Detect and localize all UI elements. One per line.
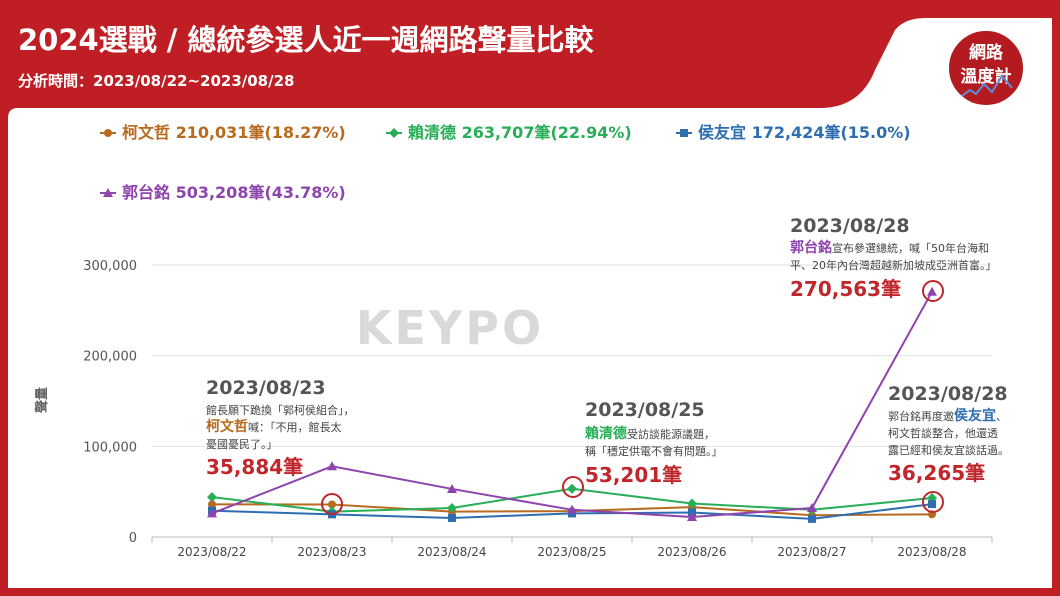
annotation-date: 2023/08/28 xyxy=(790,215,910,237)
brand-logo: 網路 溫度計 xyxy=(947,29,1025,107)
highlight-ring xyxy=(922,280,944,302)
annotation-text: 館長願下跪換「郭柯侯組合」， xyxy=(206,403,355,417)
data-point-ko xyxy=(208,500,216,509)
data-point-hou xyxy=(808,514,816,523)
data-point-hou xyxy=(448,513,456,522)
annotation-text-segment: 喊：「不用，館長太 xyxy=(248,420,342,434)
annotation-text: 平、20年內台灣超越新加坡成亞洲首富。」 xyxy=(790,258,997,272)
y-tick-label: 200,000 xyxy=(83,350,137,365)
annotation-text-segment: 柯文哲談整合，他還透 xyxy=(888,426,998,440)
chart-panel xyxy=(8,18,1052,588)
y-tick-label: 100,000 xyxy=(83,440,137,455)
annotation-name: 柯文哲 xyxy=(206,418,248,435)
annotation-text-segment: 稱「穩定供電不會有問題。」 xyxy=(585,444,723,458)
data-point-ko xyxy=(328,500,336,509)
annotation-text: 露已經和侯友宜談話過。 xyxy=(888,443,1009,457)
x-tick-label: 2023/08/22 xyxy=(177,545,246,559)
y-tick-label: 300,000 xyxy=(83,259,137,274)
annotation-text-segment: 、 xyxy=(996,410,1007,423)
annotation-value: 36,265筆 xyxy=(888,461,985,485)
legend-swatch-marker xyxy=(104,129,112,137)
page-title: 2024選戰 / 總統參選人近一週網路聲量比較 xyxy=(18,23,594,57)
annotations-layer: 2023/08/23 館長願下跪換「郭柯侯組合」，柯文哲喊：「不用，館長太憂國憂民… xyxy=(206,215,1009,515)
legend-label: 侯友宜 172,424筆(15.0%) xyxy=(698,123,911,142)
logo-text-line2: 溫度計 xyxy=(961,66,1012,87)
data-point-hou xyxy=(928,500,936,509)
legend: 柯文哲 210,031筆(18.27%) 賴清德 263,707筆(22.94%)… xyxy=(100,123,911,202)
annotation-text-segment: 平、20年內台灣超越新加坡成亞洲首富。」 xyxy=(790,258,997,272)
data-point-gou xyxy=(327,461,337,471)
annotation-value: 53,201筆 xyxy=(585,463,682,487)
annotation-gou: 2023/08/28郭台銘宣布參選總統，喊「50年台海和平、20年內台灣超越新加… xyxy=(790,215,997,302)
watermark: KEYPO xyxy=(356,301,544,355)
legend-item-hou: 侯友宜 172,424筆(15.0%) xyxy=(676,123,911,142)
x-tick-label: 2023/08/27 xyxy=(777,545,846,559)
x-tick-label: 2023/08/26 xyxy=(657,545,726,559)
page-subtitle: 分析時間：2023/08/22~2023/08/28 xyxy=(18,72,294,90)
data-point-lai xyxy=(567,483,577,494)
x-tick-label: 2023/08/23 xyxy=(297,545,366,559)
y-axis-ticks: 0 100,000 200,000 300,000 xyxy=(83,259,137,546)
x-tick-label: 2023/08/25 xyxy=(537,545,606,559)
legend-swatch-marker xyxy=(680,129,688,137)
annotation-text-segment: 憂國憂民了。」 xyxy=(206,438,278,451)
legend-item-lai: 賴清德 263,707筆(22.94%) xyxy=(386,123,632,142)
series-gou xyxy=(207,286,937,522)
legend-swatch-marker xyxy=(389,128,399,138)
grid-lines xyxy=(152,264,992,538)
annotation-text: 郭台銘再度邀侯友宜、 xyxy=(888,407,1007,424)
data-point-lai xyxy=(687,498,697,509)
data-point-gou xyxy=(687,512,697,522)
annotation-text-segment: 館長願下跪換「郭柯侯組合」， xyxy=(206,403,355,417)
data-point-gou xyxy=(567,504,577,514)
annotation-text: 稱「穩定供電不會有問題。」 xyxy=(585,444,723,458)
annotation-name: 郭台銘 xyxy=(790,239,832,256)
annotation-name: 賴清德 xyxy=(585,425,627,442)
annotation-text: 柯文哲談整合，他還透 xyxy=(888,426,998,440)
annotation-value: 270,563筆 xyxy=(790,277,901,301)
highlight-ring xyxy=(922,491,944,513)
highlight-ring xyxy=(321,493,343,515)
x-tick-label: 2023/08/28 xyxy=(897,545,966,559)
annotation-text-segment: 露已經和侯友宜談話過。 xyxy=(888,443,1009,457)
annotation-ko: 2023/08/23 館長願下跪換「郭柯侯組合」，柯文哲喊：「不用，館長太憂國憂民… xyxy=(206,377,355,515)
data-point-gou xyxy=(807,502,817,512)
logo-circle xyxy=(947,29,1025,107)
legend-swatch-marker xyxy=(103,188,113,197)
legend-item-gou: 郭台銘 503,208筆(43.78%) xyxy=(100,183,346,202)
annotation-text: 柯文哲喊：「不用，館長太 xyxy=(206,418,342,435)
legend-item-ko: 柯文哲 210,031筆(18.27%) xyxy=(100,123,346,142)
data-point-gou xyxy=(207,508,217,518)
legend-label: 柯文哲 210,031筆(18.27%) xyxy=(122,123,346,142)
annotation-text: 郭台銘宣布參選總統，喊「50年台海和 xyxy=(790,239,989,256)
annotation-text-segment: 郭台銘再度邀 xyxy=(888,409,954,423)
annotation-date: 2023/08/25 xyxy=(585,399,705,421)
highlight-ring xyxy=(562,476,584,498)
y-axis-label: 聲量 xyxy=(34,387,50,413)
annotation-text-segment: 宣布參選總統，喊「50年台海和 xyxy=(832,241,989,255)
annotation-text: 賴清德受訪談能源議題， xyxy=(585,425,715,442)
data-point-lai xyxy=(207,492,217,503)
annotation-value: 35,884筆 xyxy=(206,455,303,479)
logo-text-line1: 網路 xyxy=(969,42,1004,63)
annotation-text: 憂國憂民了。」 xyxy=(206,438,278,451)
legend-label: 郭台銘 503,208筆(43.78%) xyxy=(122,183,346,202)
annotation-name: 侯友宜 xyxy=(954,407,996,424)
annotation-hou: 2023/08/28郭台銘再度邀侯友宜、柯文哲談整合，他還透露已經和侯友宜談話過… xyxy=(888,383,1009,513)
x-axis-ticks: 2023/08/22 2023/08/23 2023/08/24 2023/08/25… xyxy=(151,537,993,559)
data-point-gou xyxy=(447,483,457,493)
logo-pulse-icon xyxy=(961,74,1013,97)
y-tick-label: 0 xyxy=(129,531,137,546)
annotation-date: 2023/08/23 xyxy=(206,377,326,399)
data-point-lai xyxy=(447,502,457,513)
annotation-lai: 2023/08/25 賴清德受訪談能源議題， 稱「穩定供電不會有問題。」 53,201… xyxy=(562,399,723,498)
annotation-text-segment: 受訪談能源議題， xyxy=(627,427,715,441)
data-point-gou xyxy=(927,286,937,296)
legend-label: 賴清德 263,707筆(22.94%) xyxy=(408,123,632,142)
annotation-date: 2023/08/28 xyxy=(888,383,1008,405)
x-tick-label: 2023/08/24 xyxy=(417,545,486,559)
